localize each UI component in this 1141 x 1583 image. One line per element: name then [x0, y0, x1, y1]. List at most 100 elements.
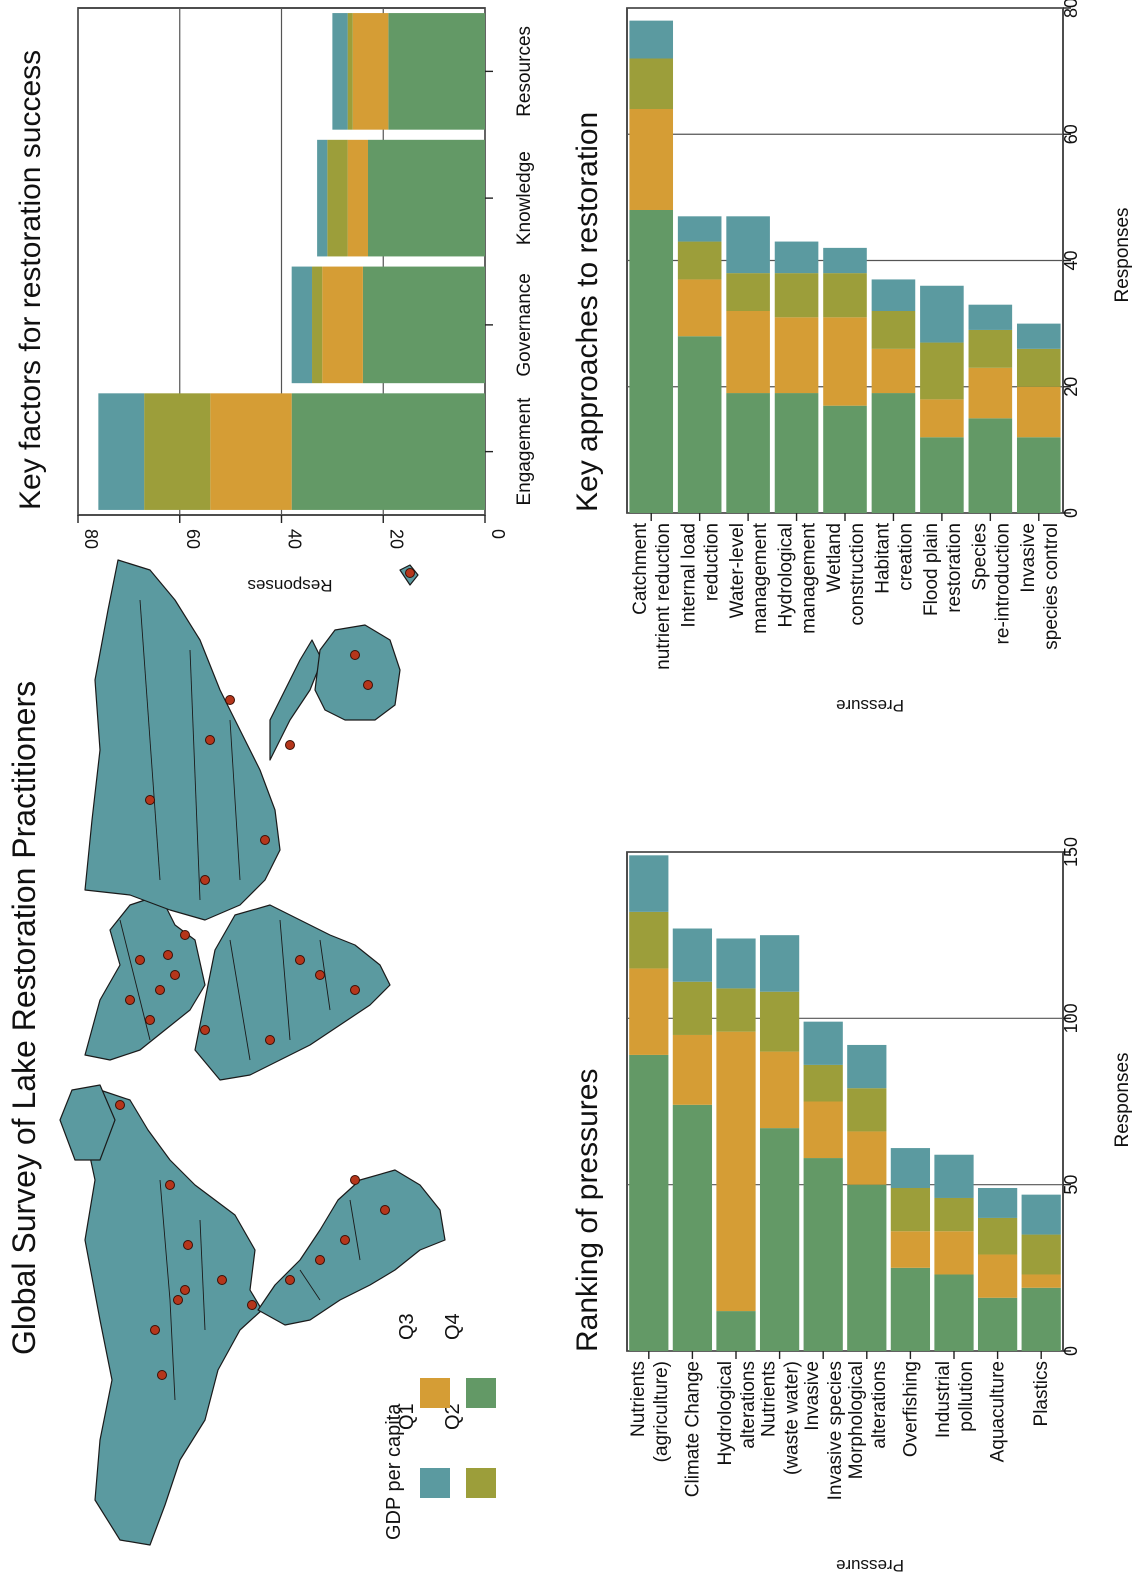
world-map	[59, 559, 446, 1546]
map-marker	[200, 1025, 210, 1035]
bar-segment-industrial-q2	[934, 1197, 974, 1232]
bar-segment-wetland-q1	[823, 247, 867, 274]
bar-segment-industrial-q1	[934, 1154, 974, 1198]
map-marker	[260, 835, 270, 845]
category-label-line: (waste water)	[782, 1361, 803, 1475]
bar-segment-nutrients-q2	[629, 911, 669, 969]
chart-title: Key factors for restoration success	[14, 50, 47, 510]
bar-segment-aquaculture-q3	[977, 1254, 1018, 1298]
category-label-line: alterations	[869, 1361, 890, 1449]
map-greenland	[59, 1084, 116, 1161]
category-label-hydrological: Hydrological management	[776, 522, 820, 634]
bar-segment-overfishing-q4	[890, 1267, 931, 1351]
category-label-line: nutrient reduction	[653, 523, 674, 670]
category-label-engagement: Engagement	[514, 397, 535, 505]
bar-segment-invasive-q4	[803, 1158, 843, 1351]
category-label-line: construction	[847, 523, 868, 625]
bar-segment-habitant-q1	[871, 279, 916, 311]
value-tick-label: 60	[183, 529, 203, 549]
bar-segment-habitant-q4	[871, 393, 916, 513]
bar-segment-overfishing-q1	[890, 1148, 931, 1188]
bar-segment-plastics-q2	[1021, 1234, 1061, 1275]
map-marker	[180, 1285, 190, 1295]
bar-segment-resources-q3	[352, 13, 389, 130]
value-axis-title: Responses	[1112, 207, 1133, 302]
map-marker	[163, 950, 173, 960]
category-label-line: Water-level	[727, 523, 748, 618]
bar-segment-nutrients-q1	[759, 935, 800, 992]
bar-segment-plastics-q3	[1021, 1274, 1061, 1288]
map-marker	[285, 1275, 295, 1285]
bar-segment-industrial-q4	[934, 1274, 974, 1351]
category-label-line: Wetland	[824, 523, 845, 592]
bar-segment-governance-q3	[322, 266, 363, 384]
bar-segment-climate-change-q2	[672, 981, 713, 1035]
bar-segment-governance-q4	[362, 266, 485, 384]
bar-segment-nutrients-q3	[759, 1051, 800, 1129]
category-label-line: Invasive	[1018, 523, 1039, 593]
category-label-line: Hydrological	[715, 1361, 736, 1466]
bar-segment-water-level-q1	[726, 216, 770, 274]
category-label-line: re-introduction	[992, 523, 1013, 644]
bar-segment-resources-q1	[332, 13, 348, 130]
map-marker	[173, 1295, 183, 1305]
category-label-climate-change: Climate Change	[682, 1361, 703, 1497]
bar-segment-climate-change-q3	[672, 1034, 713, 1105]
bar-segment-governance-q2	[312, 266, 323, 384]
bar-segment-invasive-q4	[1016, 437, 1061, 513]
bar-segment-water-level-q2	[726, 273, 770, 311]
value-tick-label: 80	[81, 529, 101, 549]
legend-label-q1: Q1	[396, 1403, 418, 1430]
category-label-line: alterations	[738, 1361, 759, 1449]
category-label-resources: Resources	[514, 26, 535, 117]
map-marker	[165, 1180, 175, 1190]
bar-segment-morphological-q1	[847, 1044, 887, 1089]
value-tick-label: 20	[1061, 377, 1081, 397]
bar-segment-catchment-q4	[629, 210, 674, 513]
bar-segment-invasive-q2	[803, 1064, 843, 1102]
map-marker	[315, 970, 325, 980]
map-marker	[285, 740, 295, 750]
category-label-line: Hydrological	[776, 523, 797, 628]
map-south-america	[257, 1169, 446, 1326]
bar-segment-overfishing-q2	[890, 1187, 931, 1232]
map-marker	[157, 1370, 167, 1380]
map-marker	[405, 568, 415, 578]
category-label-line: (agriculture)	[651, 1361, 672, 1462]
category-label-line: Invasive	[802, 1361, 823, 1431]
map-marker	[170, 970, 180, 980]
legend-swatch-q2	[466, 1468, 496, 1498]
category-axis-title: Pressure	[836, 1556, 904, 1575]
bar-segment-climate-change-q1	[672, 928, 713, 982]
bar-segment-flood-plain-q1	[920, 285, 964, 343]
figure-title: Global Survey of Lake Restoration Practi…	[6, 681, 42, 1355]
category-label-governance: Governance	[514, 273, 535, 377]
value-tick-label: 40	[1061, 250, 1081, 270]
category-label-species: Species re-introduction	[969, 523, 1013, 644]
map-marker	[265, 1035, 275, 1045]
value-tick-label: 150	[1061, 837, 1081, 867]
map-marker	[135, 955, 145, 965]
bar-segment-knowledge-q3	[347, 139, 368, 257]
bar-segment-flood-plain-q4	[920, 437, 964, 513]
bar-segment-knowledge-q2	[327, 139, 348, 257]
bar-segment-nutrients-q4	[629, 1054, 669, 1351]
value-tick-label: 0	[1061, 1346, 1081, 1356]
category-axis-title: Pressure	[836, 696, 904, 715]
bar-segment-species-q4	[968, 418, 1013, 513]
legend-swatch-q3	[420, 1378, 450, 1408]
category-label-line: Catchment	[630, 522, 651, 615]
bar-segment-flood-plain-q3	[920, 399, 964, 438]
map-marker	[380, 1205, 390, 1215]
bar-segment-invasive-q1	[1016, 323, 1061, 349]
map-marker	[350, 650, 360, 660]
bar-segment-climate-change-q4	[672, 1104, 713, 1351]
legend-label-q4: Q4	[442, 1313, 464, 1340]
category-label-line: Morphological	[846, 1361, 867, 1479]
bar-segment-flood-plain-q2	[920, 342, 964, 400]
category-label-plastics: Plastics	[1031, 1361, 1052, 1426]
bar-segment-resources-q2	[347, 13, 353, 130]
value-tick-label: 0	[488, 529, 508, 539]
bar-segment-morphological-q4	[847, 1184, 887, 1351]
map-marker	[150, 1325, 160, 1335]
